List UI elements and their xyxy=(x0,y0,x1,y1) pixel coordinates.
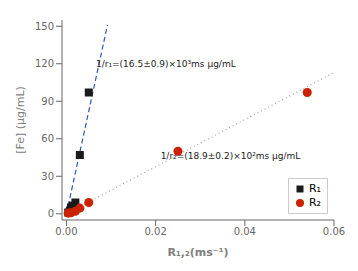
svg-text:150: 150 xyxy=(35,21,54,32)
svg-text:0.06: 0.06 xyxy=(323,226,345,237)
svg-text:[Fe] (μg/mL): [Fe] (μg/mL) xyxy=(14,86,27,154)
svg-text:30: 30 xyxy=(41,171,54,182)
html-text:R₁: R₁ xyxy=(308,182,321,195)
svg-text:R₁,₂(ms⁻¹): R₁,₂(ms⁻¹) xyxy=(168,246,229,259)
svg-text:0.02: 0.02 xyxy=(145,226,167,237)
svg-text:1/r₂=(18.9±0.2)×10²ms μg/mL: 1/r₂=(18.9±0.2)×10²ms μg/mL xyxy=(161,151,301,161)
svg-text:90: 90 xyxy=(41,96,54,107)
html-text:R₂: R₂ xyxy=(308,196,321,209)
svg-text:0.04: 0.04 xyxy=(234,226,256,237)
svg-text:60: 60 xyxy=(41,133,54,144)
svg-text:0.00: 0.00 xyxy=(55,226,77,237)
svg-text:1/r₁=(16.5±0.9)×10³ms μg/mL: 1/r₁=(16.5±0.9)×10³ms μg/mL xyxy=(96,59,236,69)
svg-text:120: 120 xyxy=(35,58,54,69)
svg-text:0: 0 xyxy=(48,208,54,219)
